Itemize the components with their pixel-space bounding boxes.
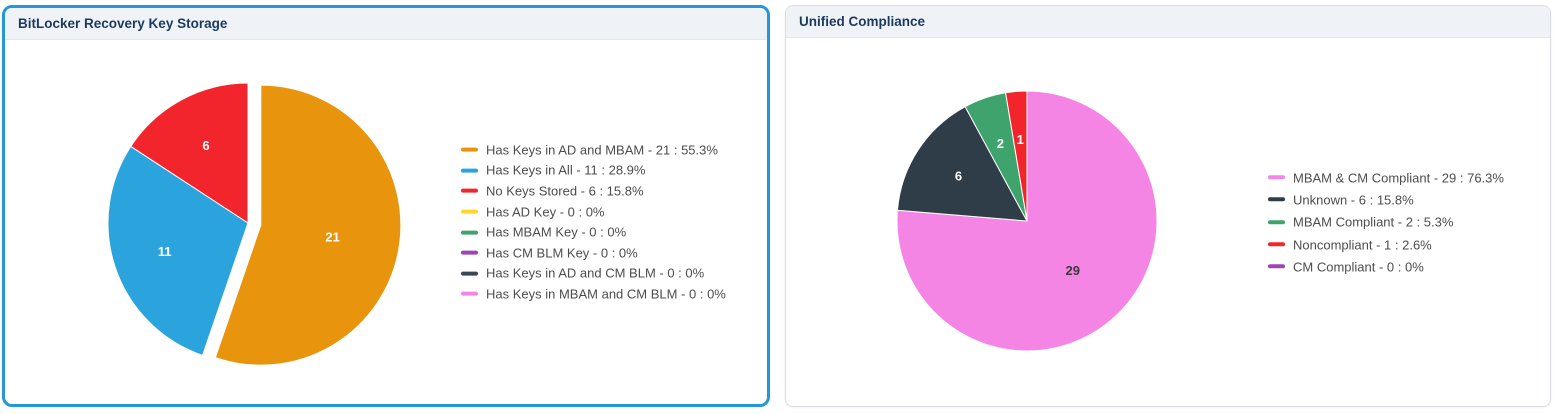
legend-bitlocker: Has Keys in AD and MBAM - 21 : 55.3% Has … — [461, 140, 726, 305]
pie-slice-has-keys-in-all[interactable] — [107, 145, 249, 357]
legend-item-noncompliant[interactable]: Noncompliant - 1 : 2.6% — [1268, 233, 1504, 255]
legend-label: MBAM Compliant - 2 : 5.3% — [1293, 214, 1454, 230]
panel-unified-compliance[interactable]: Unified Compliance 29 6 2 1 MBAM & CM Compl… — [785, 5, 1551, 407]
legend-label: Unknown - 6 : 15.8% — [1293, 192, 1414, 208]
legend-label: Has AD Key - 0 : 0% — [486, 204, 605, 220]
panel-title: Unified Compliance — [799, 14, 926, 29]
legend-swatch-icon — [461, 168, 478, 173]
legend-item-unknown[interactable]: Unknown - 6 : 15.8% — [1268, 189, 1504, 211]
slice-value-label: 6 — [202, 138, 209, 153]
legend-swatch-icon — [461, 271, 478, 276]
legend-swatch-icon — [1268, 242, 1285, 247]
legend-swatch-icon — [461, 292, 478, 297]
legend-item-has-keys-in-ad-and-mbam[interactable]: Has Keys in AD and MBAM - 21 : 55.3% — [461, 140, 726, 161]
panel-header: BitLocker Recovery Key Storage — [5, 8, 767, 40]
legend-swatch-icon — [1268, 219, 1285, 224]
legend-item-has-cm-blm-key[interactable]: Has CM BLM Key - 0 : 0% — [461, 243, 726, 264]
legend-item-mbam-compliant[interactable]: MBAM Compliant - 2 : 5.3% — [1268, 211, 1504, 233]
legend-unified-compliance: MBAM & CM Compliant - 29 : 76.3% Unknown … — [1268, 166, 1504, 277]
legend-swatch-icon — [461, 189, 478, 194]
legend-swatch-icon — [1268, 197, 1285, 202]
panel-title: BitLocker Recovery Key Storage — [18, 16, 228, 31]
slice-value-label: 6 — [955, 169, 962, 184]
legend-label: CM Compliant - 0 : 0% — [1293, 259, 1424, 275]
legend-swatch-icon — [461, 250, 478, 255]
legend-swatch-icon — [1268, 264, 1285, 269]
legend-label: MBAM & CM Compliant - 29 : 76.3% — [1293, 169, 1504, 185]
legend-label: Has Keys in AD and MBAM - 21 : 55.3% — [486, 142, 718, 158]
panel-bitlocker-recovery-key-storage[interactable]: BitLocker Recovery Key Storage 21 11 6 Has… — [2, 5, 770, 407]
legend-swatch-icon — [1268, 175, 1285, 180]
slice-value-label: 11 — [158, 244, 172, 259]
slice-value-label: 1 — [1017, 132, 1024, 147]
pie-slice-unknown[interactable] — [896, 105, 1028, 222]
legend-label: No Keys Stored - 6 : 15.8% — [486, 183, 644, 199]
legend-label: Has CM BLM Key - 0 : 0% — [486, 245, 638, 261]
pie-slice-mbam-cm-compliant[interactable] — [896, 90, 1158, 352]
panel-header: Unified Compliance — [786, 6, 1550, 38]
pie-chart-bitlocker-recovery-key-storage[interactable]: 21 11 6 — [5, 40, 455, 404]
legend-swatch-icon — [461, 147, 478, 152]
pie-slice-noncompliant[interactable] — [1005, 90, 1028, 222]
slice-value-label: 21 — [325, 230, 339, 245]
slice-value-label: 29 — [1066, 263, 1080, 278]
legend-item-has-keys-in-all[interactable]: Has Keys in All - 11 : 28.9% — [461, 160, 726, 181]
pie-slice-no-keys-stored[interactable] — [130, 82, 249, 224]
legend-label: Noncompliant - 1 : 2.6% — [1293, 236, 1432, 252]
legend-label: Has Keys in AD and CM BLM - 0 : 0% — [486, 265, 705, 281]
legend-item-no-keys-stored[interactable]: No Keys Stored - 6 : 15.8% — [461, 181, 726, 202]
legend-swatch-icon — [461, 209, 478, 214]
legend-item-has-keys-in-mbam-and-cm-blm[interactable]: Has Keys in MBAM and CM BLM - 0 : 0% — [461, 284, 726, 305]
panel-body: 21 11 6 Has Keys in AD and MBAM - 21 : 55.… — [5, 40, 767, 404]
pie-chart-unified-compliance[interactable]: 29 6 2 1 — [786, 38, 1236, 406]
legend-item-mbam-cm-compliant[interactable]: MBAM & CM Compliant - 29 : 76.3% — [1268, 166, 1504, 188]
panel-body: 29 6 2 1 MBAM & CM Compliant - 29 : 76.3% Un… — [786, 38, 1550, 406]
legend-item-has-mbam-key[interactable]: Has MBAM Key - 0 : 0% — [461, 222, 726, 243]
legend-item-cm-compliant[interactable]: CM Compliant - 0 : 0% — [1268, 255, 1504, 277]
slice-value-label: 2 — [997, 136, 1004, 151]
legend-swatch-icon — [461, 230, 478, 235]
legend-item-has-keys-in-ad-and-cm-blm[interactable]: Has Keys in AD and CM BLM - 0 : 0% — [461, 263, 726, 284]
legend-label: Has Keys in MBAM and CM BLM - 0 : 0% — [486, 286, 726, 302]
legend-item-has-ad-key[interactable]: Has AD Key - 0 : 0% — [461, 201, 726, 222]
legend-label: Has MBAM Key - 0 : 0% — [486, 224, 627, 240]
pie-slice-has-keys-in-ad-and-mbam[interactable] — [214, 84, 402, 366]
legend-label: Has Keys in All - 11 : 28.9% — [486, 163, 646, 179]
